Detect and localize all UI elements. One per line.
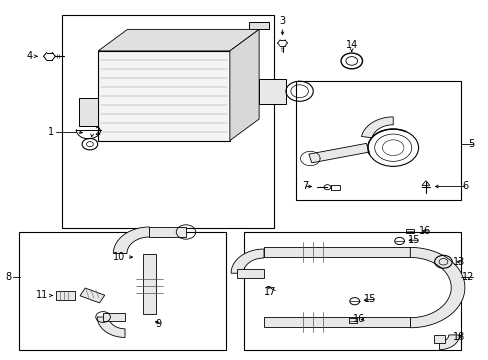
Text: 18: 18 <box>452 332 464 342</box>
Text: 1: 1 <box>48 127 54 136</box>
Text: 7: 7 <box>302 181 307 192</box>
Polygon shape <box>231 249 264 273</box>
Text: 16: 16 <box>418 226 430 236</box>
Circle shape <box>152 39 156 41</box>
Polygon shape <box>142 253 156 315</box>
Circle shape <box>140 39 144 41</box>
Bar <box>330 185 339 190</box>
Text: 17: 17 <box>264 287 276 297</box>
Polygon shape <box>98 30 259 51</box>
Circle shape <box>128 39 132 41</box>
Polygon shape <box>113 227 149 253</box>
Polygon shape <box>237 269 264 278</box>
Polygon shape <box>361 117 392 138</box>
Bar <box>295 81 461 200</box>
Polygon shape <box>433 335 444 343</box>
Polygon shape <box>56 291 75 300</box>
Text: 15: 15 <box>363 294 375 304</box>
Bar <box>79 98 98 126</box>
Polygon shape <box>264 247 409 257</box>
Polygon shape <box>97 317 125 337</box>
Bar <box>61 15 273 228</box>
Text: 12: 12 <box>461 272 474 282</box>
Bar <box>348 319 356 323</box>
Bar <box>406 229 413 233</box>
Text: 15: 15 <box>407 235 419 245</box>
Polygon shape <box>149 227 185 237</box>
Polygon shape <box>103 313 125 321</box>
Text: 2: 2 <box>94 127 101 136</box>
Text: 6: 6 <box>462 181 468 192</box>
Text: 16: 16 <box>352 314 365 324</box>
Text: 5: 5 <box>468 139 474 149</box>
Bar <box>249 22 268 30</box>
Text: 11: 11 <box>36 291 48 301</box>
Text: 10: 10 <box>113 252 125 262</box>
Bar <box>19 232 226 350</box>
Text: 8: 8 <box>5 272 11 282</box>
Polygon shape <box>439 335 459 350</box>
Text: 3: 3 <box>279 16 285 26</box>
Polygon shape <box>264 317 409 327</box>
Bar <box>244 232 461 350</box>
Bar <box>259 79 285 104</box>
Polygon shape <box>80 288 104 303</box>
Polygon shape <box>308 143 368 163</box>
Text: 13: 13 <box>452 257 464 267</box>
Text: 14: 14 <box>345 40 357 50</box>
Text: 4: 4 <box>26 51 32 61</box>
Polygon shape <box>229 30 259 140</box>
Polygon shape <box>409 247 464 328</box>
Bar <box>98 51 229 140</box>
Text: 9: 9 <box>155 319 161 329</box>
